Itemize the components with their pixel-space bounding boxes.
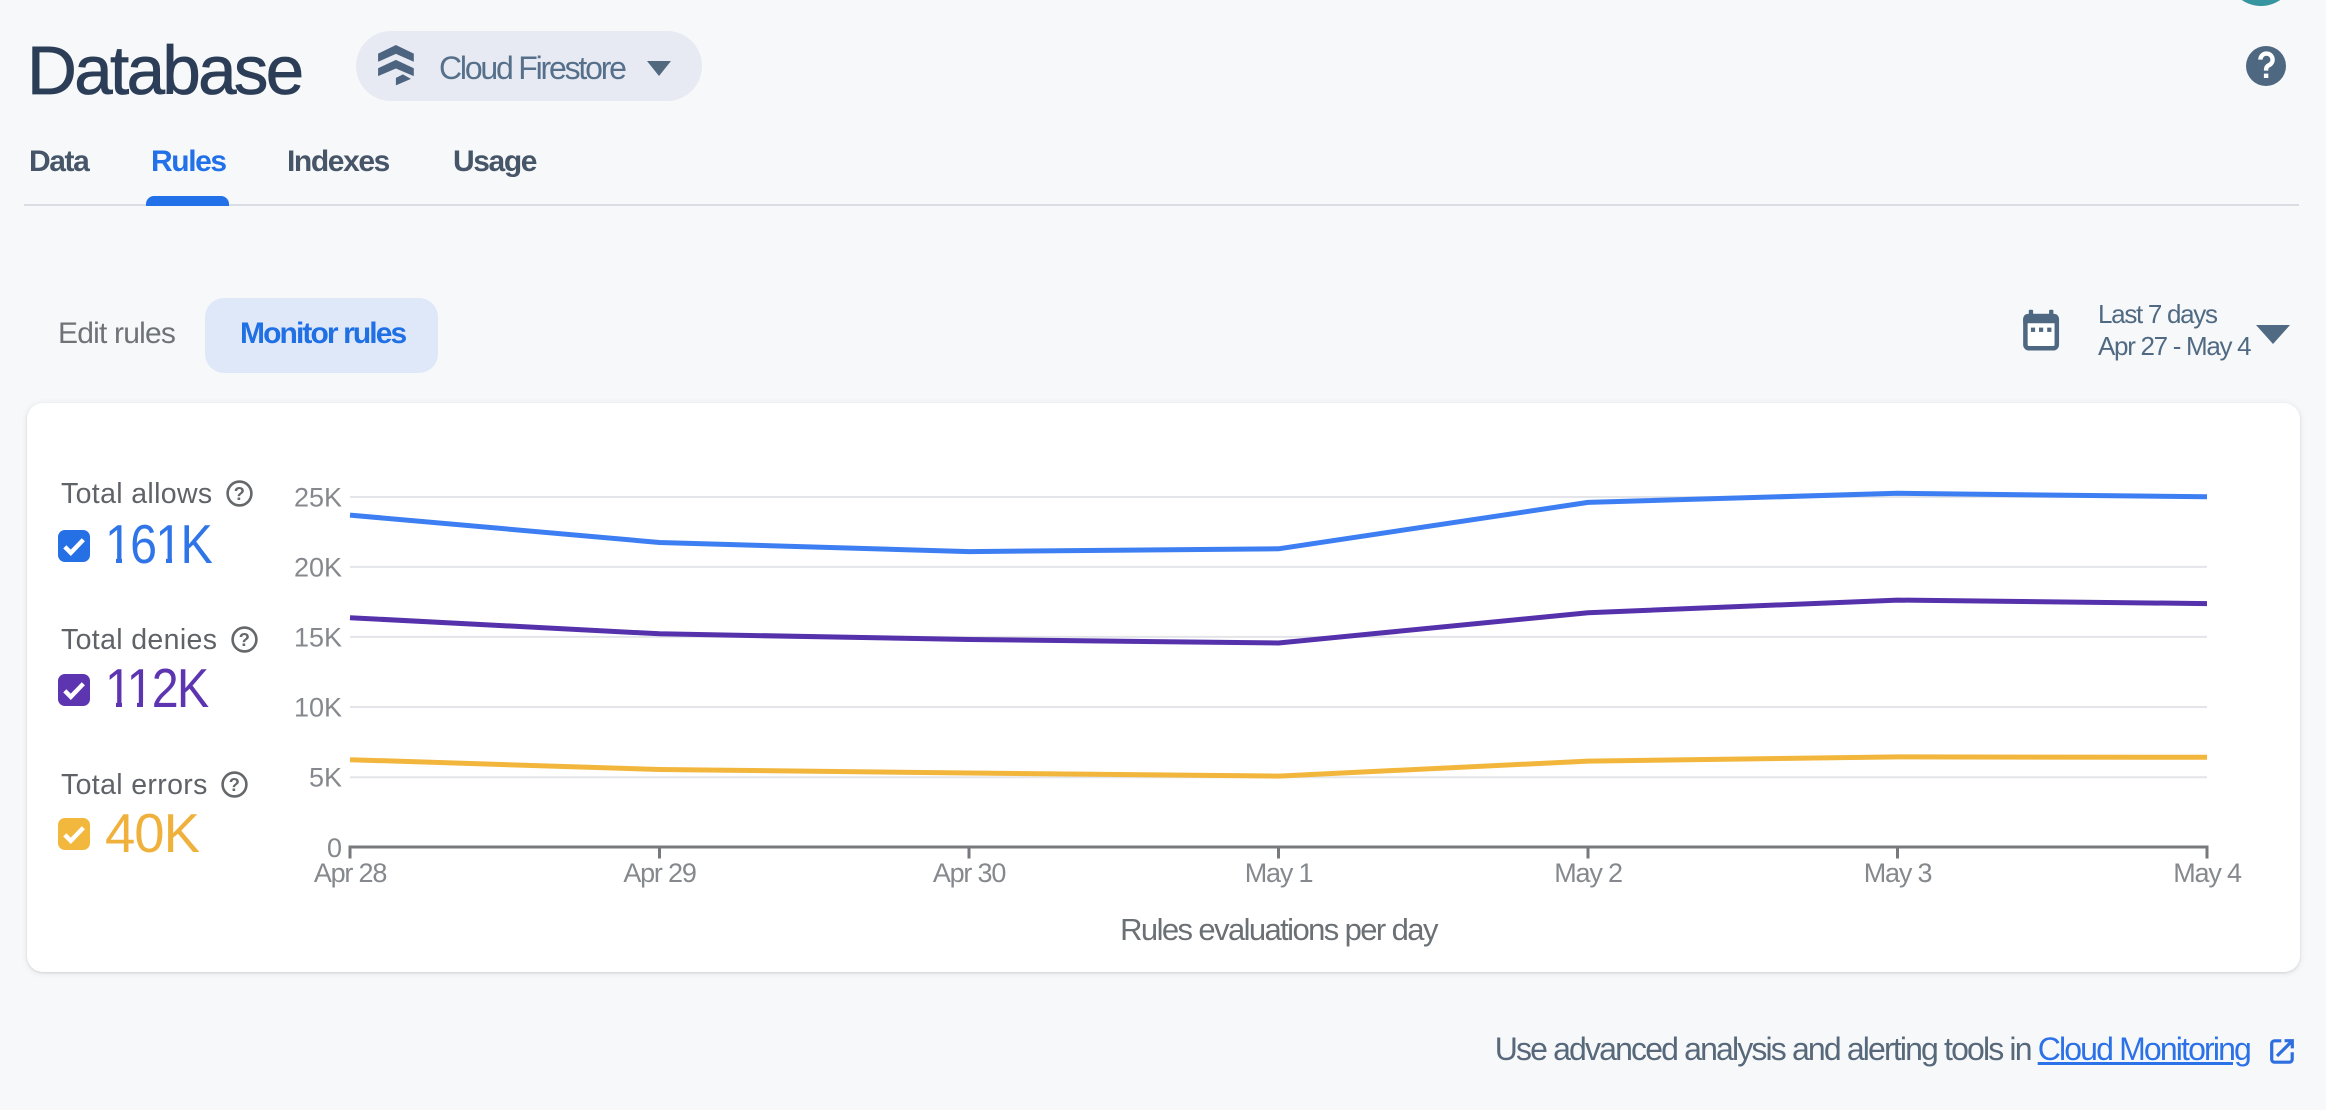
svg-text:?: ?	[229, 774, 241, 795]
svg-text:5K: 5K	[309, 763, 342, 793]
svg-text:Apr 29: Apr 29	[623, 858, 696, 888]
svg-text:Apr 30: Apr 30	[933, 858, 1006, 888]
svg-text:15K: 15K	[294, 622, 342, 652]
svg-text:May 1: May 1	[1245, 858, 1313, 888]
svg-text:Apr 28: Apr 28	[314, 858, 387, 888]
svg-text:0: 0	[327, 833, 342, 863]
svg-text:?: ?	[238, 629, 250, 650]
svg-text:May 2: May 2	[1554, 858, 1622, 888]
svg-text:May 4: May 4	[2173, 858, 2242, 888]
svg-text:20K: 20K	[294, 552, 342, 582]
svg-text:25K: 25K	[294, 483, 342, 513]
svg-text:10K: 10K	[294, 693, 342, 723]
svg-text:May 3: May 3	[1864, 858, 1932, 888]
svg-text:?: ?	[233, 483, 245, 504]
svg-text:Rules evaluations per day: Rules evaluations per day	[1120, 912, 1439, 947]
